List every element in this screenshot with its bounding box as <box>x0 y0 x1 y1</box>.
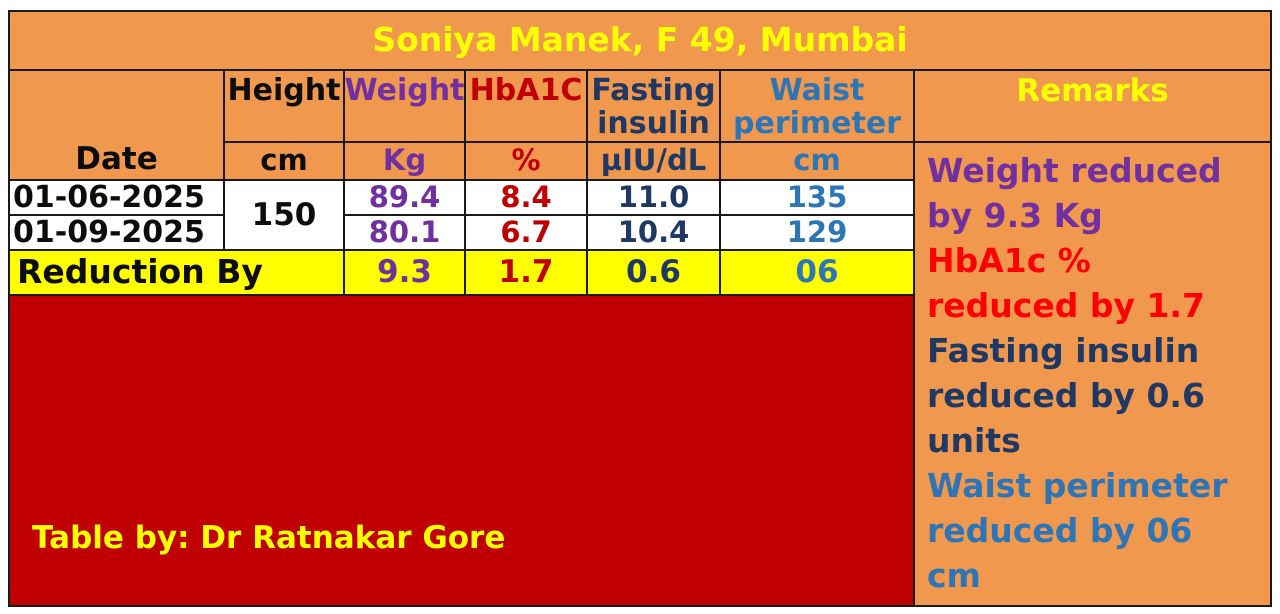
table-row-1-waist: 135 <box>721 181 913 214</box>
table-row-2-weight: 80.1 <box>345 216 464 249</box>
reduction-row-label: Reduction By <box>10 251 343 294</box>
table-title: Soniya Manek, F 49, Mumbai <box>10 12 1270 69</box>
col-header-height: Height <box>225 71 343 141</box>
col-header-weight: Weight <box>345 71 464 141</box>
table-row-2-hba1c: 6.7 <box>466 216 586 249</box>
unit-fasting-insulin: µIU/dL <box>588 143 719 179</box>
table-row-2-date: 01-09-2025 <box>10 216 223 249</box>
reduction-fasting-insulin: 0.6 <box>588 251 719 294</box>
table-row-1-date: 01-06-2025 <box>10 181 223 214</box>
remark-waist-perimeter: Waist perimeter reduced by 06 cm <box>927 466 1228 595</box>
remark-weight: Weight reduced by 9.3 Kg <box>927 151 1222 235</box>
unit-hba1c-percent: % <box>466 143 586 179</box>
unit-weight-kg: Kg <box>345 143 464 179</box>
reduction-hba1c: 1.7 <box>466 251 586 294</box>
col-header-fasting-insulin: Fasting insulin <box>588 71 719 141</box>
table-height-value-merged: 150 <box>225 181 343 249</box>
reduction-weight: 9.3 <box>345 251 464 294</box>
table-row-2-fasting-insulin: 10.4 <box>588 216 719 249</box>
col-header-hba1c: HbA1C <box>466 71 586 141</box>
col-header-waist-perimeter: Waist perimeter <box>721 71 913 141</box>
col-header-date: Date <box>10 71 223 179</box>
table-row-1-weight: 89.4 <box>345 181 464 214</box>
table-credit: Table by: Dr Ratnakar Gore <box>10 296 913 605</box>
table-row-1-hba1c: 8.4 <box>466 181 586 214</box>
remarks-cell: Weight reduced by 9.3 Kg HbA1c % reduced… <box>915 143 1270 605</box>
unit-waist-cm: cm <box>721 143 913 179</box>
table-row-1-fasting-insulin: 11.0 <box>588 181 719 214</box>
remark-hba1c: HbA1c % reduced by 1.7 <box>927 241 1205 325</box>
patient-data-table: Soniya Manek, F 49, Mumbai Date Height W… <box>8 10 1272 607</box>
reduction-waist: 06 <box>721 251 913 294</box>
table-row-2-waist: 129 <box>721 216 913 249</box>
unit-height-cm: cm <box>225 143 343 179</box>
remark-fasting-insulin: Fasting insulin reduced by 0.6 units <box>927 331 1205 460</box>
col-header-remarks: Remarks <box>915 71 1270 141</box>
